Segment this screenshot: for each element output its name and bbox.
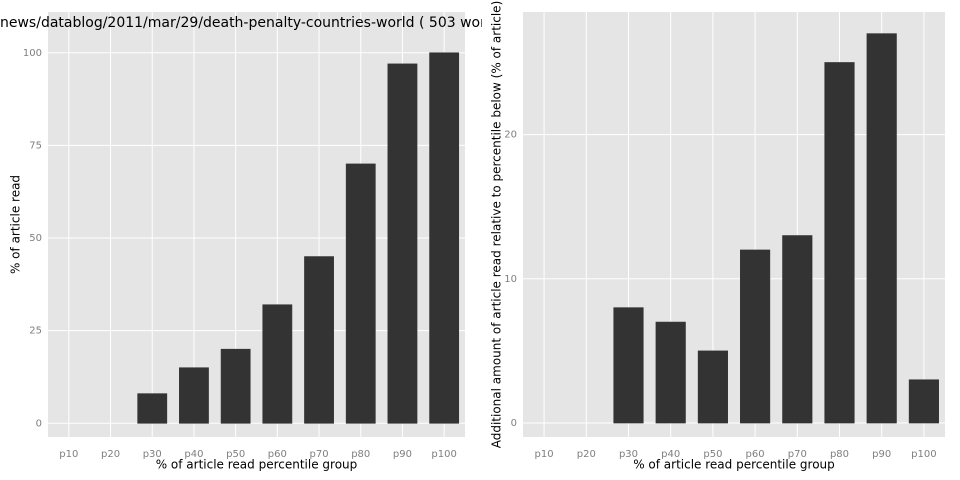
bar xyxy=(304,256,334,424)
y-tick-label: 10 xyxy=(504,274,517,285)
x-tick-label: p70 xyxy=(788,449,807,460)
x-tick-label: p10 xyxy=(59,449,78,460)
x-tick-label: p50 xyxy=(703,449,722,460)
x-tick-label: p10 xyxy=(535,449,554,460)
y-axis-title: Additional amount of article read relati… xyxy=(490,1,504,449)
x-tick-label: p60 xyxy=(746,449,765,460)
bar xyxy=(908,379,939,424)
x-axis-title: % of article read percentile group xyxy=(156,458,358,472)
bar xyxy=(429,52,460,424)
bar xyxy=(262,304,293,424)
y-tick-label: 75 xyxy=(29,140,42,151)
x-tick-label: p100 xyxy=(431,449,456,460)
y-tick-label: 50 xyxy=(29,233,42,244)
x-tick-label: p90 xyxy=(872,449,891,460)
bar xyxy=(179,367,209,424)
y-axis-title: % of article read xyxy=(9,175,23,274)
x-tick-label: p100 xyxy=(911,449,936,460)
x-tick-label: p20 xyxy=(577,449,596,460)
bar xyxy=(697,350,728,424)
bar xyxy=(220,348,251,424)
bar xyxy=(866,33,897,424)
y-tick-label: 0 xyxy=(36,418,42,429)
x-tick-label: p30 xyxy=(619,449,638,460)
bar xyxy=(613,307,644,424)
x-tick-label: p20 xyxy=(101,449,120,460)
bar xyxy=(387,63,418,424)
x-tick-label: p40 xyxy=(661,449,680,460)
x-tick-label: p40 xyxy=(184,449,203,460)
bar xyxy=(782,235,813,424)
x-tick-label: p90 xyxy=(393,449,412,460)
x-tick-label: p30 xyxy=(143,449,162,460)
y-tick-label: 0 xyxy=(511,418,517,429)
bar xyxy=(137,393,168,424)
y-tick-label: 25 xyxy=(29,326,42,337)
chart-title: news/datablog/2011/mar/29/death-penalty-… xyxy=(0,15,532,31)
y-tick-label: 20 xyxy=(504,130,517,141)
x-axis-title: % of article read percentile group xyxy=(633,458,835,472)
x-tick-label: p60 xyxy=(268,449,287,460)
bar xyxy=(655,321,686,424)
y-tick-label: 100 xyxy=(23,48,42,59)
x-tick-label: p50 xyxy=(226,449,245,460)
x-tick-label: p80 xyxy=(351,449,370,460)
bar xyxy=(345,163,376,424)
x-tick-label: p70 xyxy=(310,449,329,460)
bar xyxy=(740,249,771,424)
x-tick-label: p80 xyxy=(830,449,849,460)
bar xyxy=(824,62,855,424)
